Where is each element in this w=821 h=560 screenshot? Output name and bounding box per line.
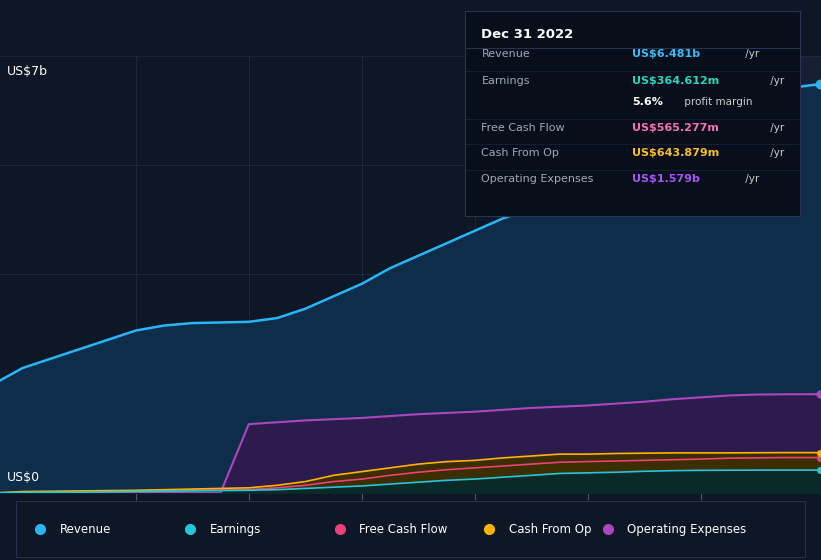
Text: US$7b: US$7b [7,65,48,78]
Text: profit margin: profit margin [681,97,753,107]
Text: Earnings: Earnings [209,522,261,536]
Bar [686,56,821,493]
Text: /yr: /yr [767,123,784,133]
Text: US$364.612m: US$364.612m [632,76,719,86]
Text: /yr: /yr [767,76,784,86]
Text: Dec 31 2022: Dec 31 2022 [481,27,574,40]
Text: 5.6%: 5.6% [632,97,663,107]
Text: Cash From Op: Cash From Op [509,522,591,536]
Text: /yr: /yr [767,148,784,158]
Text: Cash From Op: Cash From Op [481,148,559,158]
Text: /yr: /yr [742,49,759,59]
Text: /yr: /yr [742,174,759,184]
Text: US$643.879m: US$643.879m [632,148,719,158]
Text: Free Cash Flow: Free Cash Flow [481,123,565,133]
Text: US$1.579b: US$1.579b [632,174,700,184]
Text: US$6.481b: US$6.481b [632,49,700,59]
Text: Operating Expenses: Operating Expenses [627,522,746,536]
Text: Operating Expenses: Operating Expenses [481,174,594,184]
Text: Revenue: Revenue [60,522,111,536]
Text: US$0: US$0 [7,471,39,484]
Text: US$565.277m: US$565.277m [632,123,719,133]
Text: Earnings: Earnings [481,76,530,86]
Text: Free Cash Flow: Free Cash Flow [360,522,447,536]
Text: Revenue: Revenue [481,49,530,59]
